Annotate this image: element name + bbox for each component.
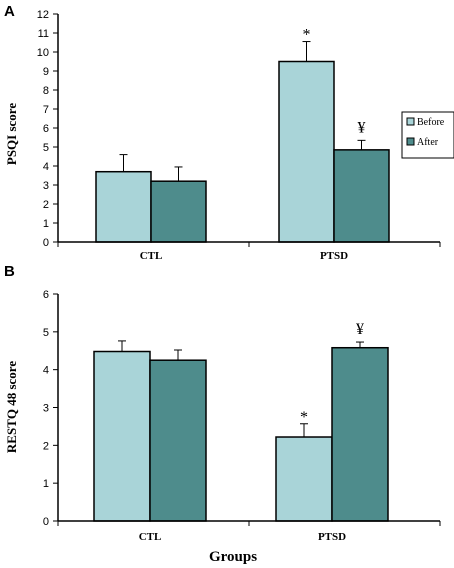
panel-a-y-tick-label: 4 bbox=[43, 161, 49, 173]
panel-a-bar-ctl-after bbox=[150, 180, 207, 243]
panel-b-y-axis-label: RESTQ 48 score bbox=[4, 361, 19, 453]
panel-b-bar-ctl-after bbox=[149, 359, 207, 522]
panel-a-y-tick-label: 12 bbox=[37, 9, 49, 21]
panel-b-bar-ptsd-after bbox=[331, 346, 389, 522]
panel-b-letter: B bbox=[4, 263, 15, 280]
panel-a-y-tick-label: 11 bbox=[38, 28, 49, 40]
legend-label-after: After bbox=[417, 137, 439, 148]
panel-a-y-tick-label: 3 bbox=[43, 180, 49, 192]
panel-a-bars: *¥ bbox=[95, 27, 390, 243]
panel-b-x-axis-label: Groups bbox=[209, 549, 257, 565]
panel-a-y-tick-label: 0 bbox=[43, 237, 49, 249]
legend-swatch-after bbox=[406, 137, 415, 146]
panel-a-bar-ptsd-before bbox=[278, 60, 335, 243]
panel-b-y-tick-label: 6 bbox=[43, 289, 49, 301]
panel-b: B RESTQ 48 score Groups *¥ CTL PTSD012345… bbox=[4, 263, 441, 565]
panel-b-y-tick-label: 3 bbox=[43, 403, 49, 415]
panel-a-category-label: PTSD bbox=[320, 250, 348, 262]
panel-b-y-tick-label: 5 bbox=[43, 327, 49, 339]
panel-b-y-tick-label: 4 bbox=[43, 365, 49, 377]
panel-b-bar-ctl-before bbox=[93, 350, 151, 522]
panel-b-y-tick-label: 0 bbox=[43, 516, 49, 528]
panel-a-y-tick-label: 8 bbox=[43, 85, 49, 97]
panel-b-annotation: ¥ bbox=[356, 321, 364, 338]
panel-a-y-tick-label: 9 bbox=[43, 66, 49, 78]
panel-b-y-tick-label: 2 bbox=[43, 440, 49, 452]
panel-a-letter: A bbox=[4, 3, 15, 20]
panel-a-bar-ptsd-after bbox=[333, 149, 390, 243]
panel-a-y-tick-label: 5 bbox=[43, 142, 49, 154]
legend-label-before: Before bbox=[417, 117, 445, 128]
legend-swatch-before bbox=[406, 117, 415, 126]
panel-b-annotation: * bbox=[300, 409, 308, 426]
panel-b-category-label: CTL bbox=[139, 531, 162, 543]
panel-b-y-tick-label: 1 bbox=[43, 478, 49, 490]
panel-a: A PSQI score *¥ CTL PTSD0123456789101112 … bbox=[4, 3, 454, 262]
panel-a-bar-ctl-before bbox=[95, 170, 152, 243]
panel-b-bar-ptsd-before bbox=[275, 436, 333, 522]
panel-a-y-tick-label: 2 bbox=[43, 199, 49, 211]
panel-a-y-axis-label: PSQI score bbox=[4, 103, 19, 165]
panel-b-bars: *¥ bbox=[93, 321, 389, 522]
panel-b-axes: CTL PTSD 0 1 2 3 4 5 6 bbox=[43, 289, 441, 543]
panel-a-category-label: CTL bbox=[140, 250, 163, 262]
panel-a-y-tick-label: 10 bbox=[37, 47, 49, 59]
panel-a-annotation: * bbox=[303, 27, 311, 44]
panel-a-y-tick-label: 6 bbox=[43, 123, 49, 135]
panel-a-annotation: ¥ bbox=[358, 119, 366, 136]
panel-a-y-tick-label: 7 bbox=[43, 104, 49, 116]
panel-a-legend: Before After bbox=[401, 111, 454, 159]
panel-b-category-label: PTSD bbox=[318, 531, 346, 543]
panel-a-y-tick-label: 1 bbox=[43, 218, 49, 230]
